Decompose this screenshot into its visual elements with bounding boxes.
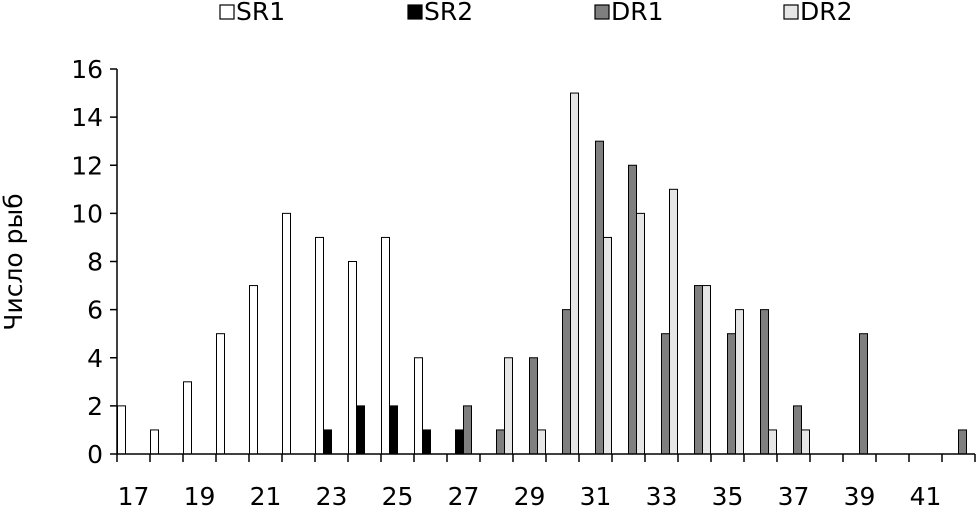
bar-sr1-24 — [348, 261, 357, 455]
y-tick-label: 8 — [87, 248, 103, 277]
bar-sr1-19 — [183, 381, 192, 455]
legend-label-dr1: DR1 — [611, 0, 664, 26]
legend: SR1 SR2 DR1 DR2 — [219, 0, 853, 26]
bar-sr2-23 — [323, 429, 332, 455]
bar-sr2-27 — [455, 429, 464, 455]
bar-sr2-25 — [389, 405, 398, 455]
x-tick-label: 17 — [118, 482, 150, 511]
legend-swatch-dr1 — [594, 4, 610, 20]
bar-dr1-37 — [793, 405, 802, 455]
x-tick-label: 19 — [184, 482, 216, 511]
legend-swatch-sr2 — [407, 4, 423, 20]
y-tick-label: 14 — [71, 103, 103, 132]
x-axis: 17 19 21 23 25 27 29 31 33 35 37 39 41 — [116, 453, 976, 511]
x-tick-label: 35 — [712, 482, 744, 511]
legend-label-sr1: SR1 — [236, 0, 285, 26]
bar-dr1-32 — [628, 164, 637, 455]
legend-swatch-dr2 — [783, 4, 799, 20]
x-tick-label: 37 — [778, 482, 810, 511]
x-tick-label: 27 — [448, 482, 480, 511]
bar-dr1-27 — [463, 405, 472, 455]
x-tick-label: 41 — [910, 482, 942, 511]
bar-dr1-42 — [958, 429, 967, 455]
y-tick-label: 16 — [71, 55, 103, 84]
bar-dr2-31 — [603, 236, 612, 455]
bar-dr2-28 — [504, 357, 513, 455]
x-tick-label: 23 — [316, 482, 348, 511]
bar-dr1-35 — [727, 333, 736, 455]
bar-sr1-21 — [249, 285, 258, 455]
bar-sr1-26 — [414, 357, 423, 455]
bar-dr2-37 — [801, 429, 810, 455]
legend-swatch-sr1 — [219, 4, 235, 20]
bar-dr2-32 — [636, 212, 645, 455]
x-tick-label: 21 — [250, 482, 282, 511]
x-tick-label: 29 — [514, 482, 546, 511]
bar-sr1-22 — [282, 212, 291, 455]
bar-dr2-30 — [570, 92, 579, 455]
bar-dr1-30 — [562, 309, 571, 455]
bar-dr1-33 — [661, 333, 670, 455]
x-tick-label: 33 — [646, 482, 678, 511]
x-tick-label: 25 — [382, 482, 414, 511]
legend-label-dr2: DR2 — [800, 0, 853, 26]
bar-dr2-35 — [735, 309, 744, 455]
y-tick-label: 10 — [71, 199, 103, 228]
bar-dr1-39 — [859, 333, 868, 455]
y-axis: 0 2 4 6 8 10 12 14 16 — [71, 55, 118, 469]
bar-dr2-36 — [768, 429, 777, 455]
bar-sr2-24 — [356, 405, 365, 455]
y-tick-label: 6 — [87, 296, 103, 325]
y-tick-label: 0 — [87, 440, 103, 469]
legend-label-sr2: SR2 — [424, 0, 473, 26]
bar-dr1-36 — [760, 309, 769, 455]
bar-dr2-29 — [537, 429, 546, 455]
x-tick-label: 31 — [580, 482, 612, 511]
x-tick-label: 39 — [844, 482, 876, 511]
bar-sr2-26 — [422, 429, 431, 455]
bar-sr1-18 — [150, 429, 159, 455]
bar-dr2-33 — [669, 188, 678, 455]
bar-sr1-23 — [315, 236, 324, 455]
bar-dr1-34 — [694, 285, 703, 455]
bars — [117, 92, 967, 455]
bar-sr1-25 — [381, 236, 390, 455]
y-tick-label: 2 — [87, 392, 103, 421]
bar-sr1-17 — [117, 405, 126, 455]
y-tick-label: 4 — [87, 344, 103, 373]
y-axis-label: Число рыб — [0, 193, 28, 330]
bar-dr1-29 — [529, 357, 538, 455]
bar-dr1-31 — [595, 140, 604, 455]
bar-sr1-20 — [216, 333, 225, 455]
bar-dr2-34 — [702, 285, 711, 455]
y-tick-label: 12 — [71, 151, 103, 180]
bar-dr1-28 — [496, 429, 505, 455]
